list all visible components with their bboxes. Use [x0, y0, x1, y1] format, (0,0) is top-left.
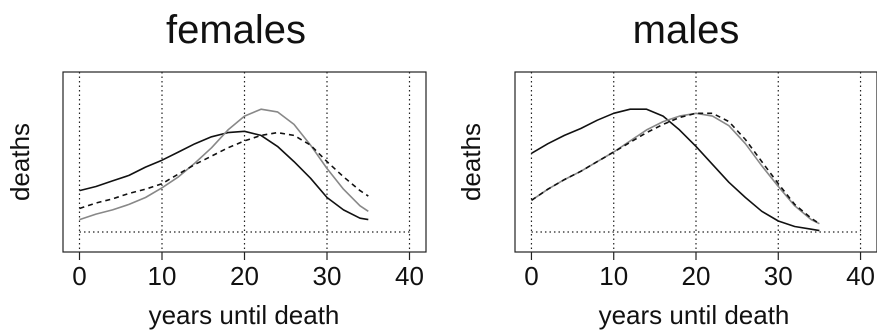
y-axis-label: deaths [456, 123, 486, 201]
x-tick-label: 40 [846, 261, 875, 291]
x-tick-label: 0 [72, 261, 86, 291]
x-tick-label: 20 [682, 261, 711, 291]
x-axis-ticks: 0 10 20 30 40 [524, 252, 875, 291]
series-line-2 [531, 112, 820, 225]
vertical-gridlines [78, 72, 411, 252]
x-axis-label: years until death [599, 300, 790, 330]
series-line-3 [531, 112, 820, 225]
x-axis-label: years until death [149, 300, 340, 330]
x-tick-label: 30 [313, 261, 342, 291]
chart-panel-females: females deaths years until death 0 10 20 30… [5, 8, 427, 330]
x-tick-label: 0 [524, 261, 538, 291]
x-tick-label: 20 [230, 261, 259, 291]
series-lines [79, 108, 369, 221]
series-line-1 [79, 130, 369, 221]
chart-title: males [633, 8, 740, 52]
vertical-gridlines [530, 72, 862, 252]
x-axis-ticks: 0 10 20 30 40 [72, 252, 424, 291]
chart-panel-males: males deaths years until death 0 10 20 30 40 [456, 8, 877, 330]
series-line-3 [79, 131, 369, 210]
y-axis-label: deaths [5, 123, 35, 201]
series-line-1 [531, 108, 820, 232]
x-tick-label: 30 [764, 261, 793, 291]
series-lines [531, 108, 820, 232]
series-line-2 [79, 108, 369, 221]
x-tick-label: 40 [395, 261, 424, 291]
x-tick-label: 10 [148, 261, 177, 291]
chart-title: females [166, 8, 306, 52]
x-tick-label: 10 [599, 261, 628, 291]
